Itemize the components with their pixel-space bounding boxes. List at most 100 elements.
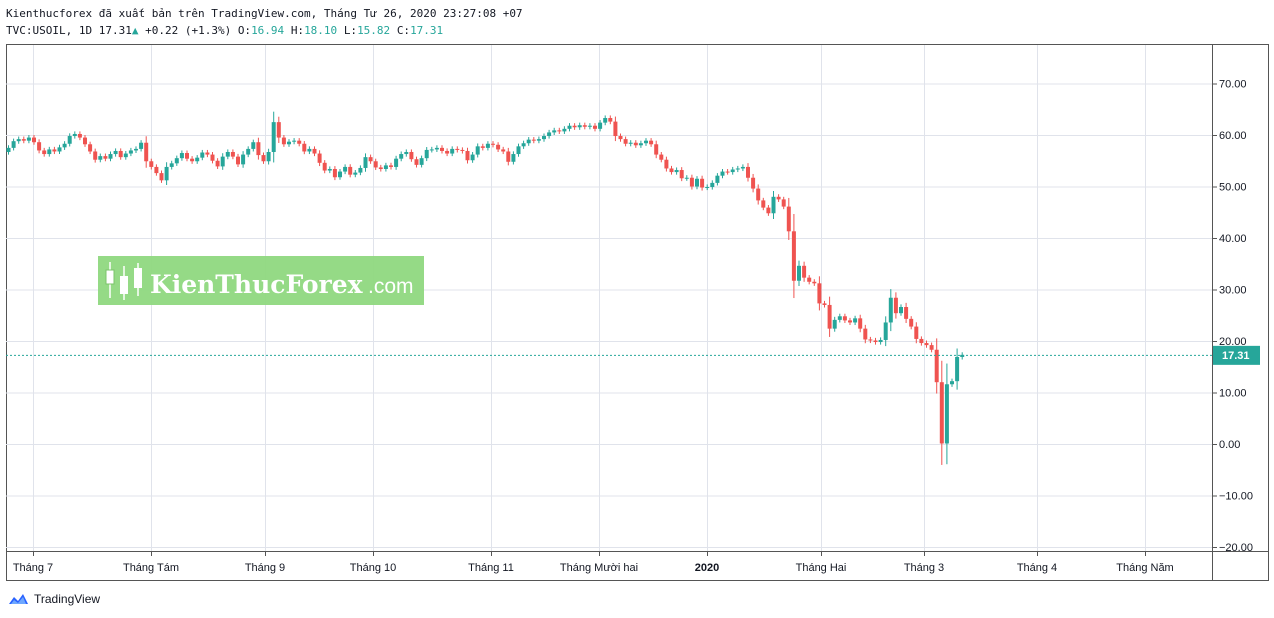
candle-body — [848, 320, 852, 323]
candle-body — [822, 303, 827, 305]
candle-body — [812, 281, 817, 284]
candle-body — [837, 316, 842, 320]
candle-body — [98, 156, 103, 160]
candle-body — [863, 328, 868, 340]
candle-body — [618, 136, 623, 140]
candle-body — [93, 151, 98, 160]
candle-body — [159, 173, 164, 181]
candle-body — [455, 148, 460, 150]
candle-body — [853, 318, 858, 323]
candle-body — [251, 142, 256, 149]
candle-body — [460, 149, 465, 151]
open-value: 16.94 — [251, 24, 285, 37]
candle-body — [628, 142, 633, 144]
x-tick-label: Tháng Tám — [123, 562, 179, 574]
candle-body — [552, 130, 557, 133]
candle-body — [118, 150, 123, 158]
candle-body — [710, 182, 715, 188]
candle-body — [11, 141, 16, 148]
candle-body — [185, 153, 189, 159]
price-axis[interactable]: 70.00 60.00 50.00 40.00 30.00 20.00 10.00 0.00 −… — [1212, 79, 1253, 555]
candle-body — [950, 381, 954, 385]
candle-body — [241, 154, 246, 165]
candle-body — [531, 139, 536, 141]
candle-body — [955, 356, 960, 382]
candle-body — [542, 136, 546, 140]
candle-body — [715, 175, 720, 183]
candle-body — [689, 177, 694, 187]
candle-body — [832, 319, 837, 329]
plot-frame — [6, 44, 1269, 581]
candle-body — [307, 148, 312, 152]
candle-body — [878, 339, 883, 343]
candle-body — [190, 158, 195, 162]
candle-body — [281, 137, 286, 145]
candle-body — [761, 200, 766, 208]
grid-lines — [6, 45, 1212, 551]
candle-body — [659, 154, 664, 160]
candle-body — [735, 168, 740, 170]
candle-body — [649, 140, 654, 145]
candle-body — [842, 316, 847, 321]
candles — [6, 111, 965, 465]
candle-body — [414, 159, 419, 165]
y-tick-label: −10.00 — [1219, 491, 1253, 503]
candle-body — [751, 177, 756, 189]
candle-body — [108, 154, 113, 159]
candle-body — [368, 157, 373, 162]
y-tick-label: 60.00 — [1219, 130, 1247, 142]
time-axis[interactable]: Tháng 7 Tháng Tám Tháng 9 Tháng 10 Tháng 11 T… — [13, 551, 1174, 574]
candle-body — [179, 153, 184, 159]
candle-body — [317, 153, 322, 163]
candle-body — [587, 125, 592, 127]
candle-body — [960, 354, 965, 357]
candle-body — [302, 143, 307, 152]
y-tick-label: 10.00 — [1219, 388, 1247, 400]
candle-body — [664, 159, 669, 169]
candle-body — [506, 151, 511, 162]
watermark-brand: KienThucForex — [150, 270, 364, 299]
candle-body — [893, 297, 898, 314]
candle-body — [934, 349, 939, 383]
symbol-label[interactable]: TVC:USOIL, 1D — [6, 24, 93, 37]
candle-body — [83, 137, 87, 145]
candle-body — [781, 199, 786, 207]
price-change: +0.22 (+1.3%) — [145, 24, 232, 37]
candle-body — [593, 125, 597, 129]
candle-body — [42, 150, 47, 155]
candle-body — [72, 133, 77, 137]
y-tick-label: 70.00 — [1219, 79, 1247, 91]
candle-body — [638, 143, 643, 146]
candle-body — [491, 143, 495, 145]
candle-body — [230, 151, 235, 157]
last-price-badge: 17.31 — [1213, 345, 1260, 365]
candle-body — [276, 122, 281, 138]
candle-body — [695, 178, 699, 187]
candle-body — [128, 150, 133, 154]
candle-body — [6, 147, 11, 152]
candle-body — [322, 162, 327, 171]
candle-body — [786, 206, 791, 232]
candle-body — [644, 140, 648, 144]
candle-body — [567, 125, 572, 129]
candle-body — [888, 297, 893, 323]
tradingview-footer[interactable]: TradingView — [6, 592, 100, 606]
candle-body — [740, 166, 745, 169]
watermark-logo: KienThucForex .com — [98, 256, 424, 305]
candle-body — [225, 151, 230, 157]
candle-body — [475, 146, 480, 155]
last-price: 17.31 — [98, 24, 132, 37]
candle-body — [797, 265, 801, 281]
candle-body — [246, 148, 251, 155]
candle-body — [154, 166, 159, 174]
candle-body — [434, 147, 439, 150]
candle-body — [480, 146, 485, 148]
candle-body — [195, 157, 200, 162]
candle-body — [445, 150, 450, 154]
candle-body — [358, 167, 363, 173]
watermark-suffix: .com — [368, 275, 414, 298]
candle-body — [32, 137, 36, 143]
candle-body — [669, 168, 674, 173]
x-tick-label: Tháng 9 — [245, 562, 285, 574]
